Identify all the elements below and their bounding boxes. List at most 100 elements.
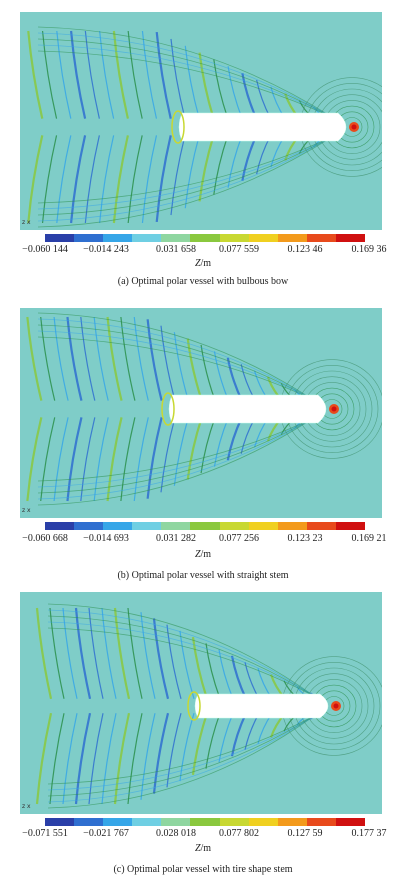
hull [168, 394, 327, 424]
colorbar-segment [263, 818, 279, 826]
wave-crest [152, 618, 170, 700]
wave-plot-a: z x [20, 12, 382, 230]
colorbar-segment [234, 818, 250, 826]
colorbar-tick-label: 0.031 282 [156, 533, 196, 544]
axis-triad-b: z x [22, 507, 31, 514]
colorbar-segment [335, 234, 351, 242]
colorbar-segment [74, 818, 90, 826]
colorbar-segment [146, 234, 162, 242]
caption-b: (b) Optimal polar vessel with straight s… [117, 570, 289, 581]
wave-plot-b: z x [20, 308, 382, 518]
wave-crest [49, 713, 65, 805]
divergent-wave [37, 330, 313, 400]
wave-crest [141, 30, 158, 119]
divergent-wave [37, 136, 333, 210]
colorbar-segment [350, 522, 366, 530]
wave-crest [133, 417, 149, 502]
wave-crest [241, 134, 258, 182]
wave-crest [74, 712, 92, 805]
colorbar-segment [219, 234, 235, 242]
colorbar-segment [45, 818, 61, 826]
colorbar-tick-label: −0.021 767 [83, 828, 129, 839]
wave-crest [166, 713, 182, 788]
colorbar-segment [88, 818, 104, 826]
divergent-wave [37, 50, 333, 118]
divergent-wave [47, 609, 315, 697]
colorbar-segment [161, 522, 177, 530]
colorbar-segment [88, 234, 104, 242]
colorbar-ticks-b: −0.060 668 −0.014 693 0.031 282 0.077 256 0.… [14, 533, 394, 545]
wave-crest [155, 31, 172, 119]
colorbar-segment [59, 234, 75, 242]
wave-crest [62, 607, 78, 699]
wave-crest [155, 135, 172, 223]
divergent-wave [37, 418, 313, 506]
divergent-wave [37, 312, 313, 400]
colorbar-segment [321, 818, 337, 826]
wave-crest [56, 135, 72, 224]
wave-crest [40, 417, 56, 502]
colorbar-segment [321, 234, 337, 242]
colorbar-tick-label: 0.177 37 [351, 828, 387, 839]
colorbar-segment [74, 522, 90, 530]
colorbar-tick-label: 0.031 658 [156, 244, 196, 255]
wave-crest [141, 135, 158, 224]
bow-peak-core [331, 406, 337, 412]
divergent-wave [37, 32, 333, 118]
colorbar-segment [175, 234, 191, 242]
wave-field-c [35, 603, 382, 809]
wave-field-a [27, 26, 382, 228]
colorbar-c [45, 818, 366, 826]
stern-wave [187, 691, 201, 721]
caption-a: (a) Optimal polar vessel with bulbous bo… [117, 276, 289, 287]
wave-crest [41, 30, 58, 119]
colorbar-b [45, 522, 366, 530]
divergent-wave [47, 627, 315, 697]
divergent-wave [37, 318, 313, 400]
colorbar-tick-label: 0.028 018 [156, 828, 196, 839]
colorbar-ticks-c: −0.071 551 −0.021 767 0.028 018 0.077 802 0.… [14, 828, 394, 840]
colorbar-segment [103, 234, 119, 242]
colorbar-segment [190, 522, 206, 530]
wave-crest [112, 135, 129, 224]
wave-crest [166, 624, 182, 699]
wave-crest [191, 636, 209, 700]
colorbar-segment [306, 234, 322, 242]
wave-crest [80, 417, 96, 502]
wave-crest [170, 135, 186, 216]
colorbar-segment [103, 818, 119, 826]
colorbar-segment [248, 522, 264, 530]
divergent-wave [37, 44, 333, 118]
colorbar-segment [292, 522, 308, 530]
colorbar-tick-label: 0.077 559 [219, 244, 259, 255]
wave-crest [88, 713, 104, 805]
colorbar-a [45, 234, 366, 242]
wave-crest [69, 30, 87, 119]
colorbar-segment [74, 234, 90, 242]
colorbar-segment [45, 522, 61, 530]
colorbar-tick-label: 0.123 46 [287, 244, 323, 255]
wave-crest [106, 417, 123, 502]
divergent-wave [37, 418, 313, 488]
colorbar-segment [263, 234, 279, 242]
divergent-wave [37, 26, 333, 118]
wave-crest [80, 316, 96, 401]
colorbar-tick-label: 0.169 36 [351, 244, 387, 255]
wave-crest [112, 30, 129, 119]
wave-crest [66, 417, 83, 502]
wave-crest [41, 135, 58, 224]
colorbar-segment [161, 234, 177, 242]
divergent-wave [47, 715, 315, 785]
divergent-wave [37, 418, 313, 482]
wave-crest [140, 713, 156, 800]
wave-crest [101, 607, 117, 699]
divergent-wave [37, 418, 313, 500]
colorbar-segment [335, 818, 351, 826]
wave-crest [120, 316, 136, 401]
colorbar-segment [277, 234, 293, 242]
colorbar-tick-label: −0.014 693 [83, 533, 129, 544]
wave-crest [127, 607, 143, 699]
divergent-wave [47, 603, 315, 697]
colorbar-segment [321, 522, 337, 530]
colorbar-ticks-a: −0.060 144 −0.014 243 0.031 658 0.077 559 0.… [14, 244, 394, 256]
